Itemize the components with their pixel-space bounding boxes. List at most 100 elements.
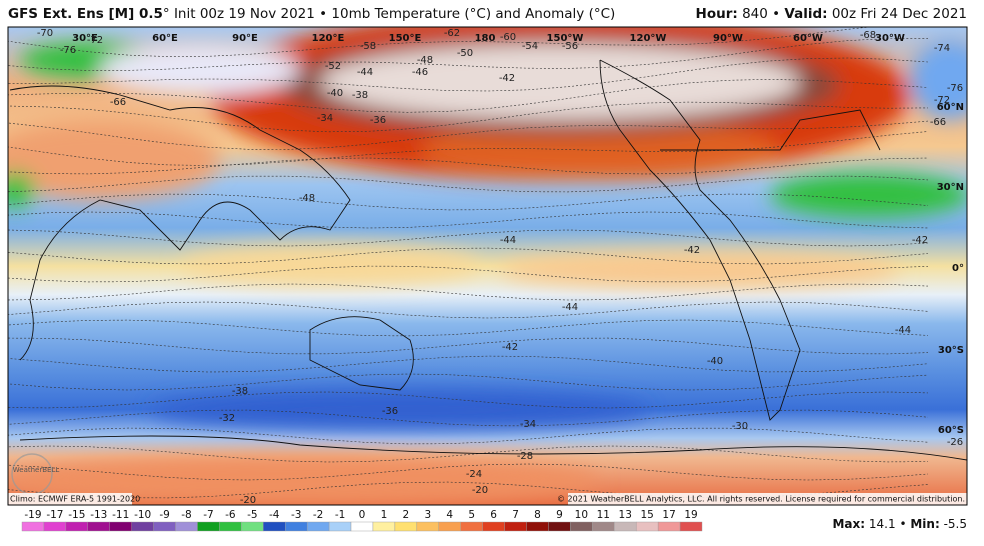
contour-label: -30 bbox=[732, 421, 748, 432]
contour-label: -48 bbox=[299, 193, 315, 204]
contour bbox=[8, 79, 929, 113]
contour bbox=[8, 391, 929, 409]
valid-label: Valid: bbox=[784, 6, 827, 22]
legend-swatch bbox=[460, 521, 483, 532]
legend-label: 2 bbox=[403, 509, 410, 521]
copyright: © 2021 WeatherBELL Analytics, LLC. All r… bbox=[557, 495, 965, 504]
contour-label: -42 bbox=[684, 245, 700, 256]
max-label: Max: bbox=[832, 517, 865, 531]
legend-swatch bbox=[504, 521, 527, 532]
legend-swatch bbox=[21, 521, 45, 532]
legend-swatch bbox=[328, 521, 352, 532]
contour bbox=[8, 337, 929, 355]
longitude-label: 120°E bbox=[312, 33, 345, 44]
longitude-label: 150°E bbox=[389, 33, 422, 44]
legend-label: -11 bbox=[112, 509, 129, 521]
contour-label: -46 bbox=[412, 67, 428, 78]
max-value: 14.1 bbox=[869, 517, 896, 531]
legend-swatch bbox=[614, 521, 637, 532]
contour bbox=[8, 319, 929, 337]
legend-swatch bbox=[657, 521, 681, 532]
contour-label: -44 bbox=[562, 302, 578, 313]
legend-label: -19 bbox=[24, 509, 41, 521]
contour-label: -44 bbox=[500, 235, 516, 246]
map bbox=[8, 27, 967, 505]
contour bbox=[8, 355, 929, 373]
contour-label: -28 bbox=[517, 451, 533, 462]
contour-label: -74 bbox=[934, 43, 950, 54]
legend-swatch bbox=[43, 521, 67, 532]
legend-swatch bbox=[482, 521, 505, 532]
legend-label: 5 bbox=[468, 509, 475, 521]
contour bbox=[8, 229, 929, 247]
legend-swatch bbox=[131, 521, 154, 532]
contour-label: -20 bbox=[472, 485, 488, 496]
contour bbox=[8, 193, 929, 211]
legend-swatch bbox=[548, 521, 571, 532]
contour-label: -56 bbox=[562, 41, 578, 52]
legend-swatch bbox=[175, 521, 198, 532]
legend-label: 6 bbox=[490, 509, 497, 521]
legend-swatch bbox=[241, 521, 264, 532]
min-value: -5.5 bbox=[944, 517, 967, 531]
copyright-bg bbox=[568, 493, 967, 505]
contour bbox=[8, 120, 929, 150]
latitude-label: 0° bbox=[952, 263, 964, 274]
contour-label: -72 bbox=[87, 35, 103, 46]
contour-label: -34 bbox=[317, 113, 333, 124]
valid: Hour: 840 • Valid: 00z Fri 24 Dec 2021 bbox=[696, 6, 967, 22]
legend-label: -4 bbox=[269, 509, 280, 521]
contour bbox=[8, 301, 929, 319]
min-label: Min: bbox=[910, 517, 939, 531]
legend-swatch bbox=[87, 521, 110, 532]
legend-swatch bbox=[394, 521, 418, 532]
max-min: Max: 14.1 • Min: -5.5 bbox=[832, 517, 967, 531]
title-rest: ° Init 00z 19 Nov 2021 • 10mb Temperatur… bbox=[163, 6, 615, 22]
legend-label: -2 bbox=[313, 509, 323, 521]
latitude-label: 30°S bbox=[938, 345, 964, 356]
contour-label: -58 bbox=[360, 41, 376, 52]
legend-label: -15 bbox=[68, 509, 85, 521]
title: GFS Ext. Ens [M] 0.5° Init 00z 19 Nov 20… bbox=[8, 6, 615, 22]
contour bbox=[8, 175, 929, 193]
longitude-label: 60°E bbox=[152, 33, 178, 44]
coastlines bbox=[9, 59, 967, 461]
contour-label: -50 bbox=[457, 48, 473, 59]
contour-label: -52 bbox=[325, 61, 341, 72]
contour-label: -32 bbox=[219, 413, 235, 424]
longitude-label: 60°W bbox=[793, 33, 823, 44]
legend-label: -8 bbox=[181, 509, 191, 521]
contour bbox=[8, 57, 929, 92]
contour-label: -36 bbox=[382, 406, 398, 417]
contour-label: -76 bbox=[60, 45, 76, 56]
legend-swatch bbox=[153, 521, 176, 532]
contour-label: -20 bbox=[240, 495, 256, 506]
legend-swatch bbox=[592, 521, 615, 532]
legend-label: 4 bbox=[446, 509, 453, 521]
longitude-label: 90°W bbox=[713, 33, 743, 44]
longitude-label: 30°W bbox=[875, 33, 905, 44]
logo-text: WeatherBELL bbox=[13, 466, 60, 474]
legend-label: 0 bbox=[359, 509, 366, 521]
longitude-label: 120°W bbox=[630, 33, 667, 44]
contour-label: -26 bbox=[947, 437, 963, 448]
legend-label: 3 bbox=[424, 509, 431, 521]
longitude-label: 30°E bbox=[72, 33, 98, 44]
climo-bg bbox=[8, 493, 132, 505]
contour-label: -24 bbox=[466, 469, 482, 480]
contour-label: -42 bbox=[502, 342, 518, 353]
legend-label: 1 bbox=[381, 509, 388, 521]
legend-swatch bbox=[526, 521, 549, 532]
legend-label: 17 bbox=[662, 509, 675, 521]
legend-swatch bbox=[416, 521, 439, 532]
contour-label: -40 bbox=[327, 88, 343, 99]
contour-label: -36 bbox=[370, 115, 386, 126]
contour bbox=[8, 445, 929, 463]
legend-swatch bbox=[219, 521, 242, 532]
contour-label: -66 bbox=[930, 117, 946, 128]
contour-lines bbox=[8, 27, 929, 499]
contour-label: -62 bbox=[444, 28, 460, 39]
legend-swatch bbox=[306, 521, 330, 532]
legend-label: -3 bbox=[291, 509, 301, 521]
